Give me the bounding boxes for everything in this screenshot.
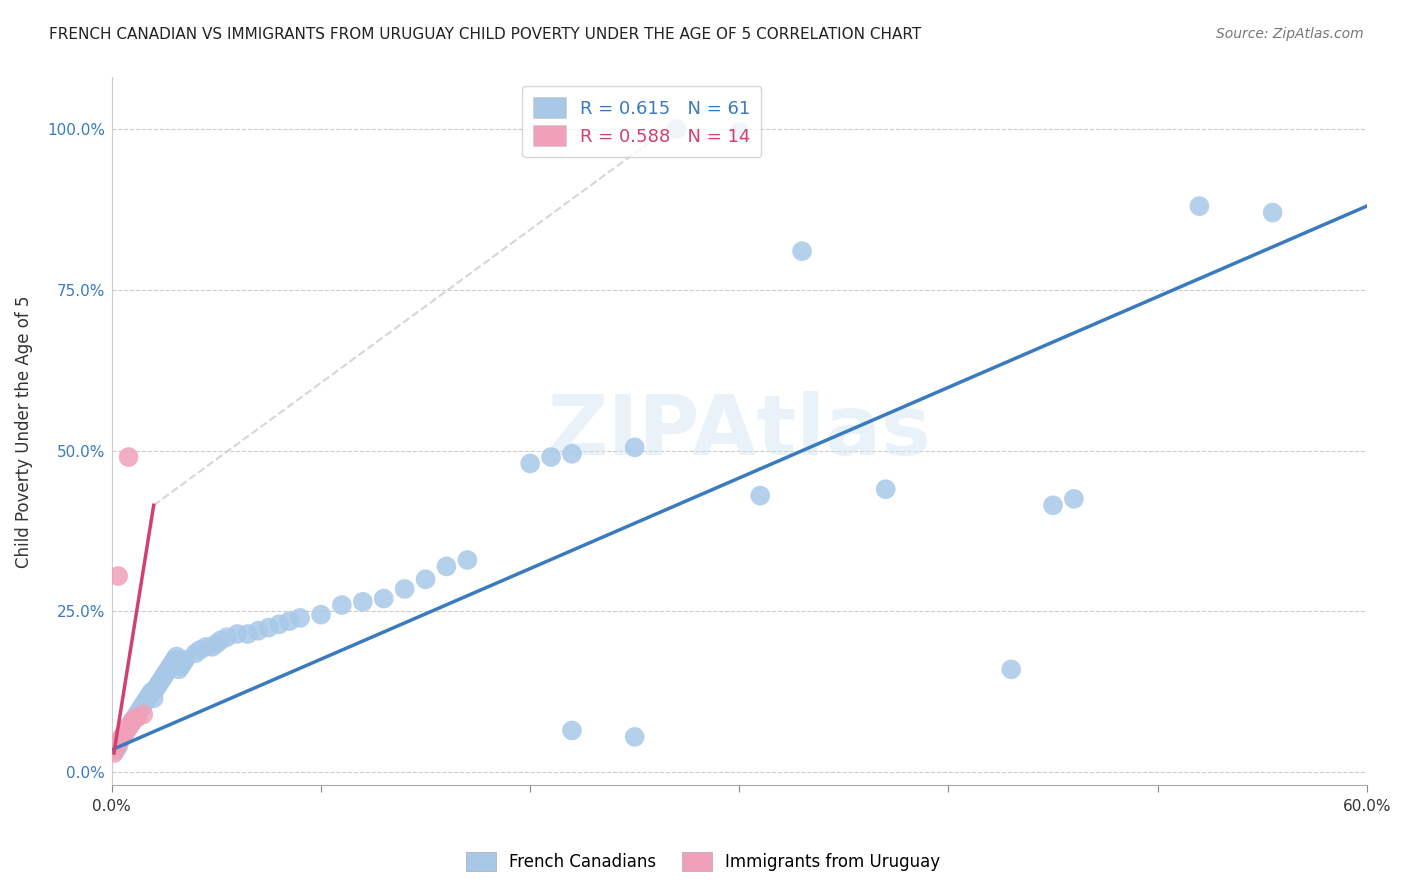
Point (665, 122, 688, 136)
Point (215, 630, 238, 644)
Point (117, 720, 139, 734)
Point (163, 653, 186, 667)
Point (124, 710, 146, 724)
Point (150, 672, 173, 686)
Point (141, 685, 163, 699)
Text: Source: ZipAtlas.com: Source: ZipAtlas.com (1216, 27, 1364, 41)
Point (519, 457, 541, 471)
Point (146, 678, 169, 692)
Point (257, 621, 280, 635)
Point (167, 662, 190, 676)
Point (247, 624, 270, 638)
Point (309, 607, 332, 622)
Point (128, 704, 150, 718)
Point (174, 653, 197, 667)
Point (1063, 491, 1085, 506)
Point (103, 746, 125, 760)
Point (352, 595, 374, 609)
Point (155, 665, 177, 680)
Point (115, 723, 138, 738)
Point (205, 637, 228, 651)
Text: 0.0%: 0.0% (93, 799, 131, 814)
Point (121, 714, 143, 728)
Point (209, 633, 232, 648)
Point (170, 659, 193, 673)
Point (112, 727, 135, 741)
Point (105, 739, 128, 754)
Point (107, 569, 129, 583)
Point (153, 669, 176, 683)
Point (145, 681, 167, 696)
Point (790, 244, 813, 259)
Point (125, 707, 148, 722)
Point (136, 691, 159, 706)
Point (112, 727, 135, 741)
Point (456, 553, 478, 567)
Point (1000, 662, 1022, 676)
Point (117, 450, 139, 464)
Point (149, 675, 172, 690)
Point (561, 447, 583, 461)
Point (132, 698, 155, 712)
Point (138, 688, 160, 702)
Text: ZIPAtlas: ZIPAtlas (547, 391, 931, 472)
Point (132, 707, 155, 722)
Point (120, 717, 142, 731)
Point (129, 701, 152, 715)
Point (142, 691, 165, 706)
Point (236, 627, 259, 641)
Point (117, 720, 139, 734)
Point (115, 723, 138, 738)
Point (226, 627, 249, 641)
Point (728, 125, 751, 139)
Point (166, 649, 188, 664)
Point (159, 659, 181, 673)
Point (111, 730, 134, 744)
Point (623, 730, 645, 744)
Point (623, 441, 645, 455)
Legend: R = 0.615   N = 61, R = 0.588   N = 14: R = 0.615 N = 61, R = 0.588 N = 14 (523, 87, 762, 157)
Point (278, 614, 301, 628)
Point (288, 611, 311, 625)
Point (172, 656, 194, 670)
Point (121, 714, 143, 728)
Point (436, 559, 458, 574)
Legend: French Canadians, Immigrants from Uruguay: French Canadians, Immigrants from Urugua… (458, 843, 948, 880)
Point (184, 646, 207, 660)
Point (134, 694, 156, 708)
Point (330, 598, 353, 612)
Point (394, 582, 416, 596)
Point (108, 733, 131, 747)
Point (540, 450, 562, 464)
Text: 60.0%: 60.0% (1343, 799, 1391, 814)
Point (749, 489, 772, 503)
Point (107, 739, 129, 754)
Point (157, 662, 180, 676)
Text: FRENCH CANADIAN VS IMMIGRANTS FROM URUGUAY CHILD POVERTY UNDER THE AGE OF 5 CORR: FRENCH CANADIAN VS IMMIGRANTS FROM URUGU… (49, 27, 921, 42)
Point (373, 591, 395, 606)
Point (120, 717, 142, 731)
Point (108, 733, 131, 747)
Point (111, 730, 134, 744)
Point (105, 743, 128, 757)
Point (1261, 205, 1284, 219)
Point (201, 640, 224, 654)
Point (875, 482, 897, 496)
Point (125, 710, 148, 724)
Point (269, 617, 291, 632)
Point (107, 736, 129, 750)
Point (1188, 199, 1211, 213)
Point (415, 572, 437, 586)
Point (162, 656, 184, 670)
Point (1042, 498, 1064, 512)
Point (188, 643, 211, 657)
Y-axis label: Child Poverty Under the Age of 5: Child Poverty Under the Age of 5 (15, 295, 32, 567)
Point (194, 640, 217, 654)
Point (561, 723, 583, 738)
